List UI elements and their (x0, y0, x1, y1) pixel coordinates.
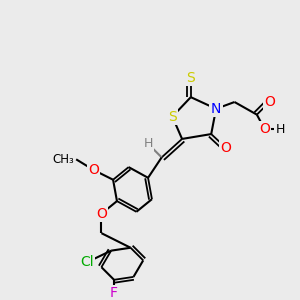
Text: F: F (110, 286, 118, 300)
Text: N: N (211, 102, 221, 116)
Text: H: H (275, 123, 285, 136)
Text: CH₃: CH₃ (52, 153, 74, 166)
Text: O: O (220, 141, 231, 155)
Text: O: O (259, 122, 270, 136)
Text: S: S (168, 110, 177, 124)
Text: O: O (264, 95, 275, 109)
Text: S: S (186, 71, 195, 85)
Text: H: H (143, 137, 153, 150)
Text: O: O (96, 207, 107, 221)
Text: O: O (88, 163, 99, 177)
Text: Cl: Cl (80, 255, 94, 269)
